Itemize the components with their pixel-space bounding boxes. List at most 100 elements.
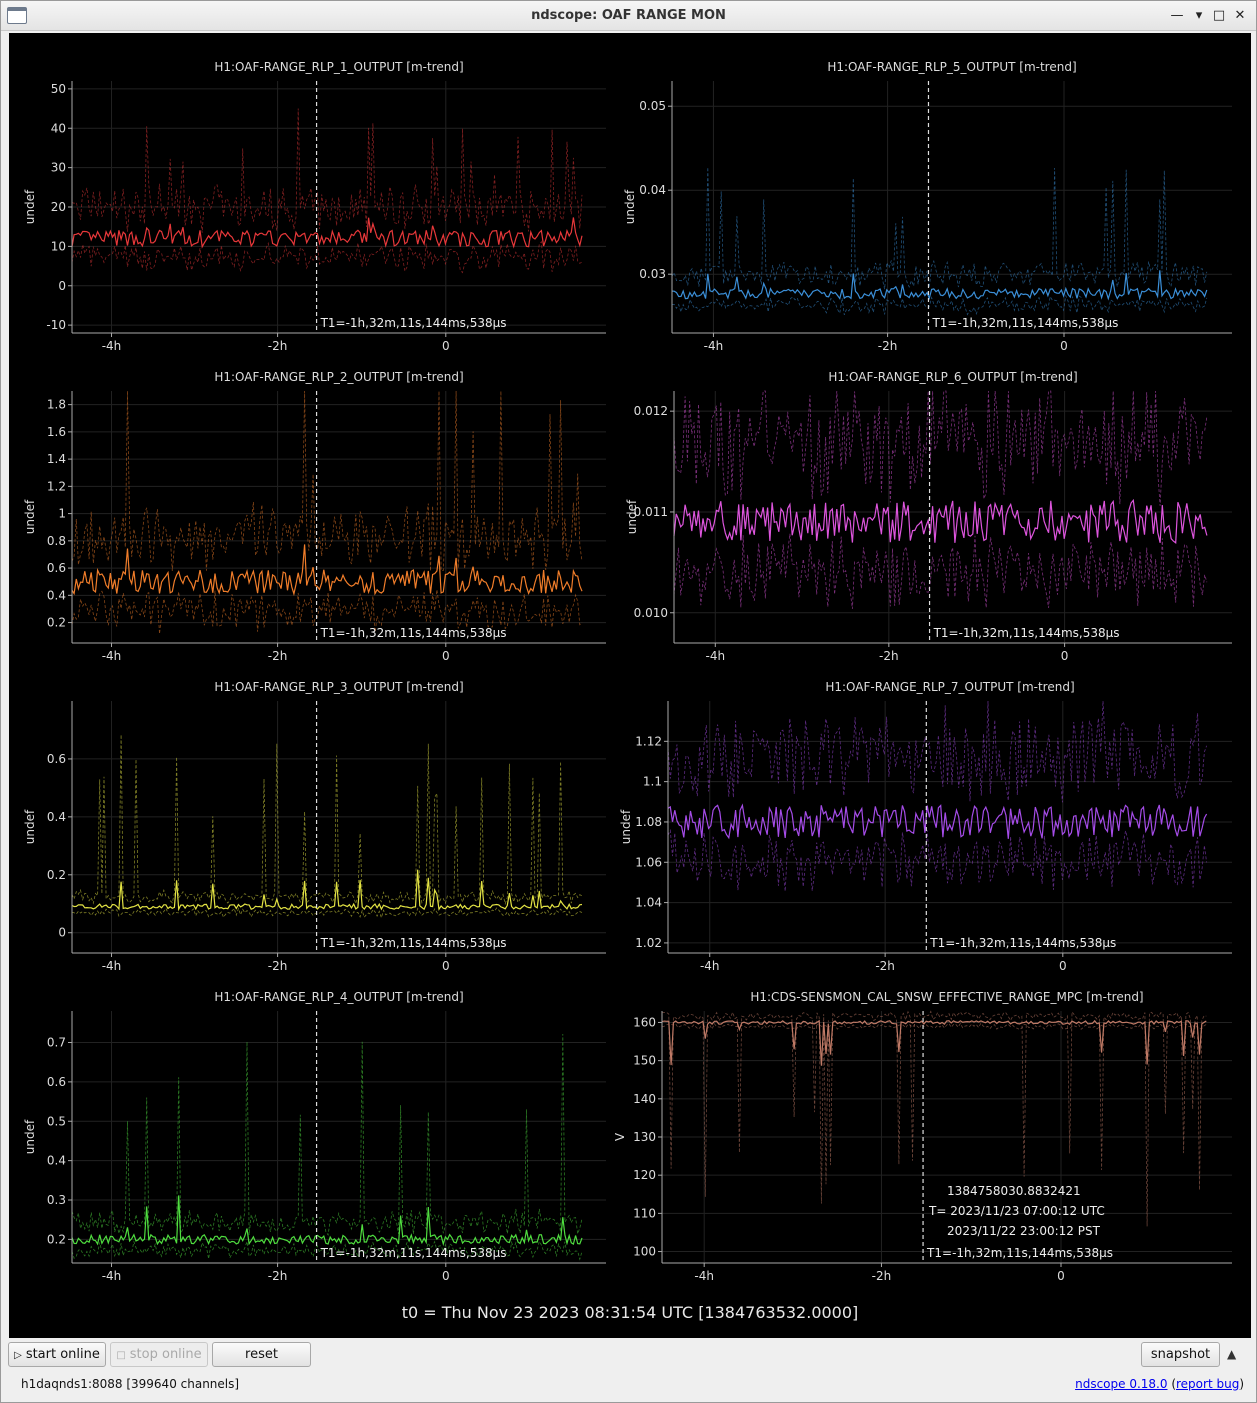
y-tick-label: 0.2	[47, 1232, 66, 1246]
reset-button[interactable]: reset	[212, 1342, 311, 1367]
y-axis-label: undef	[619, 809, 633, 844]
y-tick-label: 0.4	[47, 588, 66, 602]
minimize-icon[interactable]: —	[1167, 6, 1187, 26]
x-tick-label: 0	[442, 959, 450, 973]
x-tick-label: -4h	[700, 959, 720, 973]
t0-label: t0 = Thu Nov 23 2023 08:31:54 UTC [13847…	[9, 1303, 1251, 1322]
keep-below-icon[interactable]: ▾	[1189, 6, 1209, 26]
x-tick-label: -2h	[268, 1269, 288, 1283]
y-tick-label: 0	[58, 279, 66, 293]
x-tick-label: -2h	[872, 1269, 892, 1283]
y-tick-label: 0.6	[47, 561, 66, 575]
plots-canvas[interactable]: T1=-1h,32m,11s,144ms,538µs50403020100-10…	[9, 33, 1251, 1338]
series-max-line	[72, 1034, 582, 1235]
series-max-line	[72, 735, 582, 904]
y-tick-label: 0.03	[639, 267, 666, 281]
y-axis-label: undef	[625, 499, 639, 534]
maximize-icon[interactable]: □	[1209, 6, 1229, 26]
plot-5: T1=-1h,32m,11s,144ms,538µs0.60.40.20-4h -…	[23, 680, 606, 973]
plot-4: T1=-1h,32m,11s,144ms,538µs 0.012 0.011 0.01…	[625, 370, 1232, 663]
y-tick-label: 150	[633, 1054, 656, 1068]
y-axis-label: undef	[23, 189, 37, 224]
y-tick-label: 0	[58, 926, 66, 940]
y-tick-label: 1.6	[47, 425, 66, 439]
series-mean-line	[72, 217, 582, 246]
y-axis-label: V	[613, 1132, 627, 1141]
series-max-line	[662, 1011, 1206, 1226]
plot-8: T1=-1h,32m,11s,144ms,538µs16015014013012…	[613, 990, 1232, 1283]
cursor-t1-label: T1=-1h,32m,11s,144ms,538µs	[926, 1246, 1113, 1260]
series-min-line	[674, 534, 1207, 609]
y-tick-label: 0.6	[47, 752, 66, 766]
plot-1: T1=-1h,32m,11s,144ms,538µs 50 40 30 20 10 0 -10…	[23, 60, 606, 353]
plot-title: H1:OAF-RANGE_RLP_5_OUTPUT [m-trend]	[827, 60, 1076, 74]
series-min-line	[662, 1023, 1206, 1029]
play-icon: ▷	[14, 1344, 22, 1367]
y-tick-label: 140	[633, 1092, 656, 1106]
series-max-line	[72, 109, 582, 233]
crosshair-readout: T= 2023/11/23 07:00:12 UTC	[928, 1204, 1105, 1218]
start-online-button[interactable]: ▷ start online	[8, 1342, 106, 1367]
plot-title: H1:OAF-RANGE_RLP_1_OUTPUT [m-trend]	[214, 60, 463, 74]
plot-3: T1=-1h,32m,11s,144ms,538µs 1.8 1.6 1.4 1.2 1 0…	[23, 370, 606, 663]
y-tick-label: 0.4	[47, 810, 66, 824]
cursor-t1-label: T1=-1h,32m,11s,144ms,538µs	[933, 626, 1120, 640]
y-tick-label: 0.2	[47, 616, 66, 630]
cursor-t1-label: T1=-1h,32m,11s,144ms,538µs	[929, 936, 1116, 950]
y-tick-label: 160	[633, 1015, 656, 1029]
title-bar[interactable]: ndscope: OAF RANGE MON — ▾ □ ✕	[1, 1, 1256, 31]
paren-open: (	[1168, 1377, 1177, 1391]
start-online-label: start online	[26, 1347, 100, 1362]
cursor-t1-label: T1=-1h,32m,11s,144ms,538µs	[320, 626, 507, 640]
close-icon[interactable]: ✕	[1230, 6, 1250, 26]
collapse-arrow-icon[interactable]: ▲	[1227, 1347, 1236, 1361]
stop-online-button[interactable]: □ stop online	[110, 1342, 208, 1367]
series-mean-line	[674, 500, 1207, 543]
x-tick-label: 0	[1060, 339, 1068, 353]
y-tick-label: 20	[51, 200, 66, 214]
series-min-line	[672, 296, 1207, 315]
series-max-line	[72, 391, 582, 571]
cursor-t1-label: T1=-1h,32m,11s,144ms,538µs	[931, 316, 1118, 330]
y-tick-label: 1.2	[47, 479, 66, 493]
x-tick-label: 0	[442, 649, 450, 663]
paren-close: )	[1239, 1377, 1244, 1391]
y-tick-label: 0.012	[634, 404, 668, 418]
x-tick-label: 0	[442, 339, 450, 353]
series-max-line	[672, 167, 1207, 289]
y-tick-label: 1.08	[635, 815, 662, 829]
y-tick-label: 0.010	[634, 606, 668, 620]
plot-title: H1:OAF-RANGE_RLP_6_OUTPUT [m-trend]	[828, 370, 1077, 384]
x-tick-label: -2h	[875, 959, 895, 973]
series-max-line	[668, 701, 1207, 802]
snapshot-button[interactable]: snapshot	[1141, 1342, 1220, 1367]
x-tick-label: -4h	[102, 959, 122, 973]
series-max-line	[674, 391, 1207, 506]
plot-area[interactable]: T1=-1h,32m,11s,144ms,538µs 50 40 30 20 10 0 -10…	[9, 33, 1251, 1338]
x-tick-label: -4h	[704, 339, 724, 353]
y-axis-label: undef	[23, 809, 37, 844]
plot-title: H1:OAF-RANGE_RLP_2_OUTPUT [m-trend]	[214, 370, 463, 384]
y-tick-label: 0.04	[639, 183, 666, 197]
plot-title: H1:OAF-RANGE_RLP_3_OUTPUT [m-trend]	[214, 680, 463, 694]
y-tick-label: 0.7	[47, 1036, 66, 1050]
y-tick-label: 30	[51, 161, 66, 175]
version-link[interactable]: ndscope 0.18.0	[1075, 1377, 1167, 1391]
y-tick-label: 1.04	[635, 896, 662, 910]
report-bug-link[interactable]: report bug	[1176, 1377, 1239, 1391]
x-tick-label: -4h	[694, 1269, 714, 1283]
plot-2: T1=-1h,32m,11s,144ms,538µs 0.05 0.04 0.03 -4…	[623, 60, 1232, 353]
y-tick-label: 0.3	[47, 1193, 66, 1207]
x-tick-label: -4h	[706, 649, 726, 663]
x-tick-label: -2h	[268, 959, 288, 973]
y-tick-label: 0.6	[47, 1075, 66, 1089]
window-title: ndscope: OAF RANGE MON	[1, 8, 1256, 23]
plot-6: T1=-1h,32m,11s,144ms,538µs 1.12 1.1 1.08 1.0…	[619, 680, 1232, 973]
server-status: h1daqnds1:8088 [399640 channels]	[21, 1377, 239, 1391]
y-tick-label: 10	[51, 239, 66, 253]
y-tick-label: 1.06	[635, 855, 662, 869]
x-tick-label: -2h	[878, 339, 898, 353]
plot-title: H1:CDS-SENSMON_CAL_SNSW_EFFECTIVE_RANGE_…	[750, 990, 1143, 1004]
y-tick-label: 40	[51, 121, 66, 135]
y-tick-label: 1	[58, 507, 66, 521]
